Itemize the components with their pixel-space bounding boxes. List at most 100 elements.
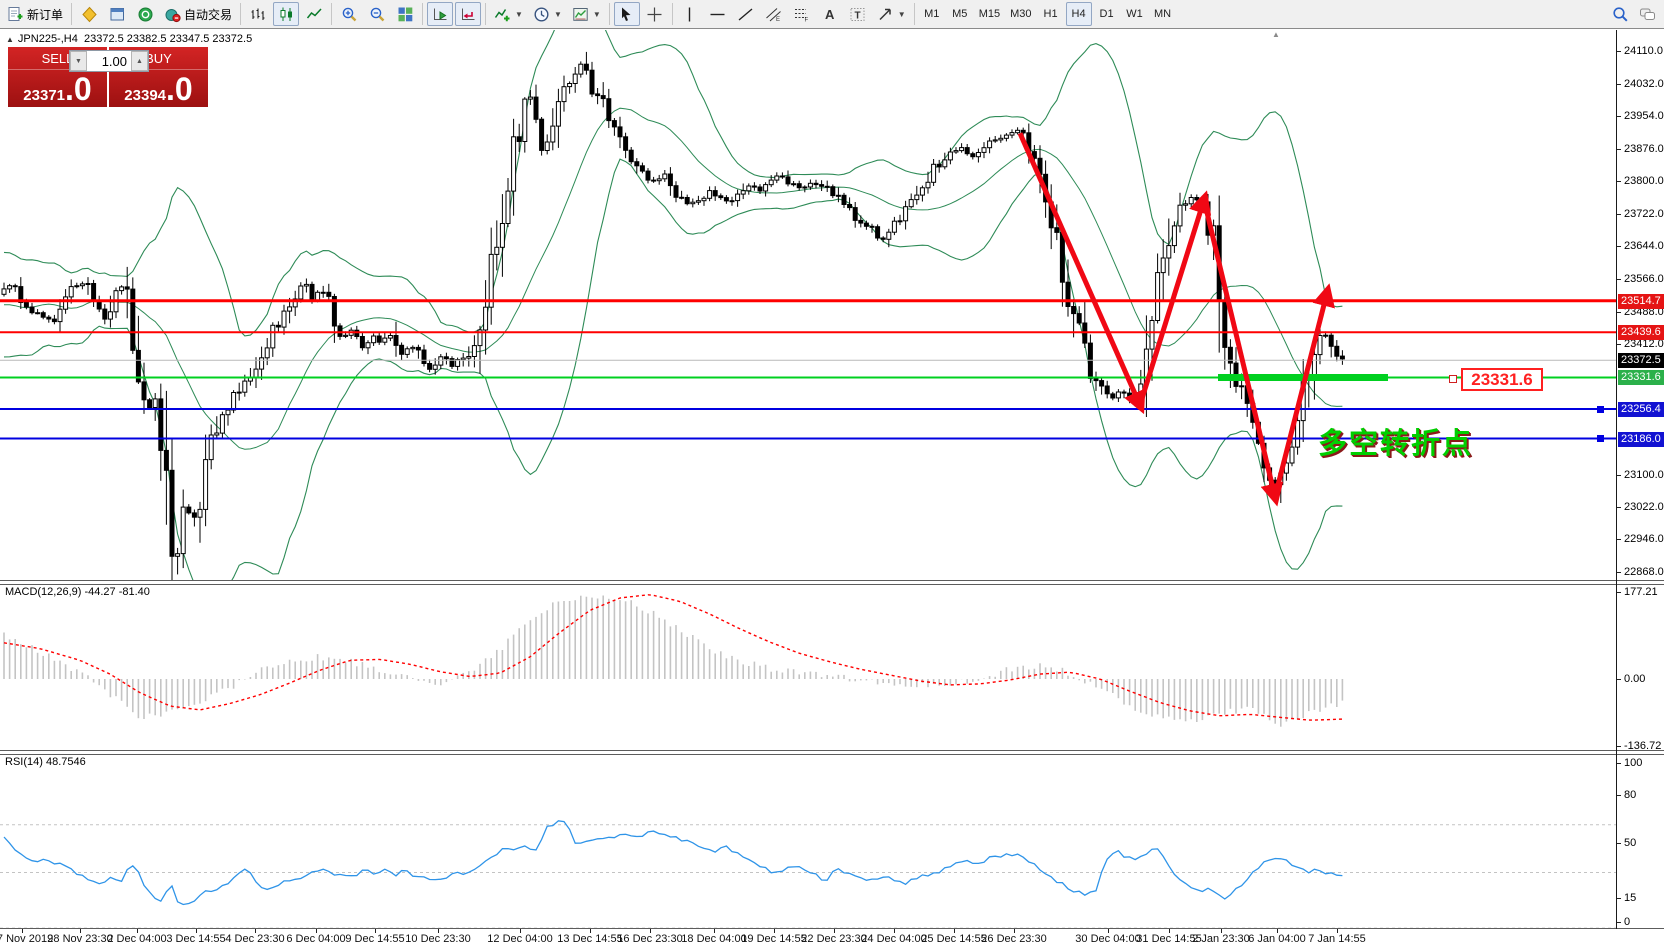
time-tick (316, 929, 317, 933)
buy-label: BUY (109, 47, 208, 70)
tf-h4-button[interactable]: H4 (1065, 2, 1092, 26)
fibo-button[interactable]: F (789, 2, 815, 26)
macd-signal-line (3, 594, 1343, 721)
time-axis-label: 24 Dec 04:00 (861, 933, 927, 945)
time-tick (834, 929, 835, 933)
chart-shift-button[interactable] (455, 2, 482, 26)
tf-m15-button[interactable]: M15 (978, 8, 1001, 20)
data-window-icon (109, 6, 126, 23)
time-tick (375, 929, 376, 933)
time-tick (1014, 929, 1015, 933)
time-tick (22, 929, 23, 933)
crosshair-icon (646, 6, 663, 23)
zoom-in-icon (341, 6, 358, 23)
hline-handle[interactable] (1449, 375, 1457, 383)
volume-up-button[interactable]: ▲ (131, 51, 148, 71)
panel-collapse-icon[interactable]: ▲ (6, 35, 14, 44)
scroll-to-end-icon[interactable]: ▲ (1272, 30, 1280, 39)
time-tick (1108, 929, 1109, 933)
volume-stepper: ▼ 1.00 ▲ (69, 50, 149, 72)
horizontal-levels (0, 299, 1616, 440)
price-axis-label: 24110.0 (1624, 45, 1663, 57)
auto-scroll-icon (432, 6, 449, 23)
time-axis-label: 2 Jan 23:30 (1192, 933, 1250, 945)
toolbar-separator (913, 3, 915, 25)
price-tag: 23372.5 (1618, 353, 1664, 368)
autotrading-button[interactable]: 自动交易 (160, 2, 236, 26)
svg-text:T: T (855, 10, 861, 21)
periods-button[interactable]: ▼ (529, 2, 566, 26)
tile-windows-icon (397, 6, 414, 23)
pane-splitter[interactable] (0, 580, 1664, 585)
zoom-out-button[interactable] (364, 2, 390, 26)
tf-h1-button[interactable]: H1 (1043, 8, 1058, 20)
main-chart-pane[interactable] (0, 0, 1616, 600)
shapes-button[interactable]: ▼ (873, 2, 910, 26)
auto-scroll-button[interactable] (427, 2, 454, 26)
axis-tick (1617, 746, 1621, 747)
tf-mn-button[interactable]: MN (1153, 8, 1172, 20)
price-axis-label: 23644.0 (1624, 240, 1664, 252)
line-chart-button[interactable] (301, 2, 327, 26)
hline-handle[interactable] (1597, 406, 1604, 413)
tf-m30-button[interactable]: M30 (1010, 8, 1032, 20)
tile-windows-button[interactable] (392, 2, 418, 26)
label-button[interactable]: T (845, 2, 871, 26)
autotrading-icon (164, 6, 181, 23)
buy-price-decimal: .0 (166, 71, 193, 107)
vline-button[interactable] (677, 2, 703, 26)
indicators-button[interactable]: ▼ (490, 2, 527, 26)
time-axis-label: 18 Dec 04:00 (681, 933, 747, 945)
time-tick (1337, 929, 1338, 933)
volume-input[interactable]: 1.00 (101, 53, 127, 69)
candle-chart-button[interactable] (273, 2, 300, 26)
cursor-button[interactable] (613, 2, 640, 26)
price-axis-label: 23800.0 (1624, 175, 1664, 187)
time-tick (520, 929, 521, 933)
price-tag: 23331.6 (1618, 370, 1664, 385)
zoom-in-button[interactable] (336, 2, 362, 26)
tf-d1-button[interactable]: D1 (1099, 8, 1114, 20)
time-tick (894, 929, 895, 933)
new-order-button[interactable]: 新订单 (3, 2, 67, 26)
tf-w1-button[interactable]: W1 (1126, 8, 1143, 20)
tf-m5-button[interactable]: M5 (952, 8, 968, 20)
hline-button[interactable] (705, 2, 731, 26)
toolbar-separator (671, 3, 673, 25)
price-callout-label[interactable]: 23331.6 (1461, 368, 1543, 391)
buy-button[interactable]: BUY 23394 .0 (109, 47, 208, 107)
market-watch-icon (81, 6, 98, 23)
pane-splitter[interactable] (0, 750, 1664, 755)
trendline-button[interactable] (733, 2, 759, 26)
navigator-button[interactable] (132, 2, 158, 26)
rsi-pane[interactable] (0, 753, 1616, 929)
data-window-button[interactable] (104, 2, 130, 26)
text-button[interactable]: A (817, 2, 843, 26)
chat-icon[interactable] (1639, 6, 1656, 23)
panel-divider (107, 47, 109, 107)
axis-tick (1617, 539, 1621, 540)
toolbar-separator (422, 3, 424, 25)
crosshair-button[interactable] (642, 2, 668, 26)
symbol-period: JPN225-,H4 (17, 33, 78, 45)
time-axis-label: 10 Dec 23:30 (405, 933, 471, 945)
axis-tick (1617, 572, 1621, 573)
volume-down-button[interactable]: ▼ (70, 51, 87, 71)
trendline-icon (737, 6, 754, 23)
axis-tick (1617, 344, 1621, 345)
rsi-axis-label: 50 (1624, 837, 1637, 849)
search-icon[interactable] (1612, 6, 1629, 23)
bar-chart-button[interactable] (245, 2, 271, 26)
market-watch-button[interactable] (76, 2, 102, 26)
macd-pane[interactable] (0, 583, 1616, 750)
time-axis-label: 31 Dec 14:55 (1136, 933, 1202, 945)
toolbar-separator (240, 3, 242, 25)
channel-button[interactable]: E (761, 2, 787, 26)
price-axis-label: 22868.0 (1624, 566, 1664, 578)
tf-m1-button[interactable]: M1 (924, 8, 940, 20)
hline-handle[interactable] (1597, 435, 1604, 442)
sell-button[interactable]: SELL 23371 .0 (8, 47, 107, 107)
templates-button[interactable]: ▼ (568, 2, 605, 26)
time-tick (80, 929, 81, 933)
